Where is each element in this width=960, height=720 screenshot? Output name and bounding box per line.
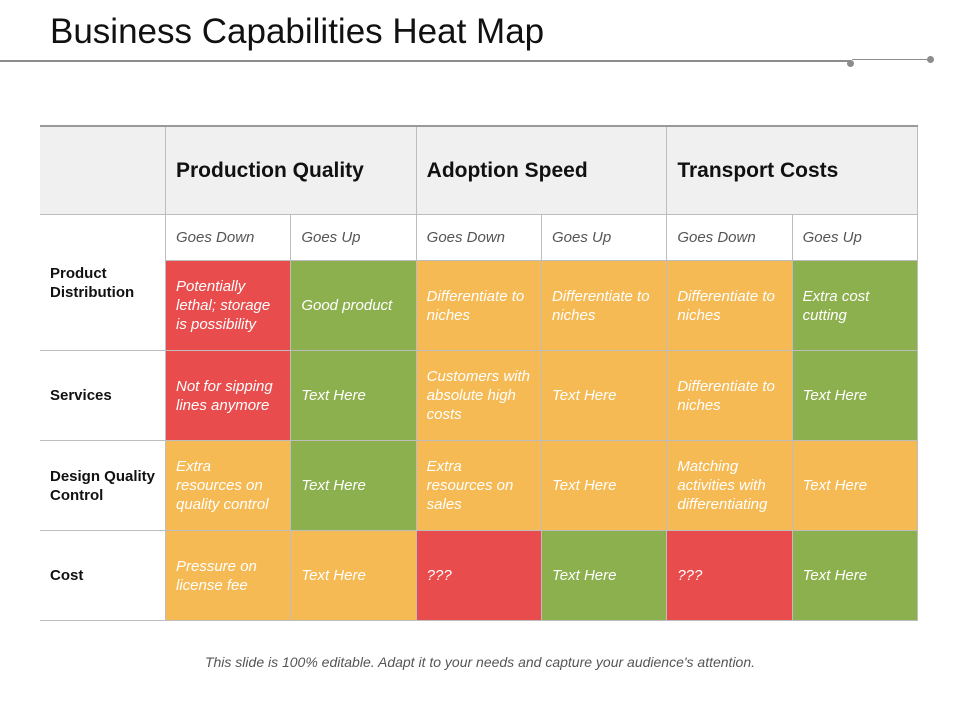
title-rule-left: [0, 60, 850, 62]
subheader-adoption-speed-goes-up: Goes Up: [541, 215, 668, 261]
heat-cell-text: Customers with absolute high costs: [426, 368, 531, 423]
row-label-text: Services: [50, 387, 112, 404]
heat-map-table: Production Quality Goes Down Goes Up Adopti…: [40, 125, 918, 621]
heat-cell-text: Differentiate to niches: [551, 287, 650, 324]
title-rule-dot-right: [927, 56, 934, 63]
heat-cell: Differentiate to niches: [667, 351, 793, 441]
heat-cell-text: Matching activities with differentiating: [677, 458, 768, 513]
page-title: Business Capabilities Heat Map: [50, 12, 545, 51]
heat-cell-text: Not for sipping lines anymore: [176, 377, 273, 414]
column-header-label: Transport Costs: [677, 158, 839, 182]
heat-cell: Text Here: [291, 351, 417, 441]
heat-cell-text: Text Here: [802, 477, 868, 494]
heat-cell-text: Text Here: [551, 477, 617, 494]
heat-cell-text: Text Here: [802, 387, 868, 404]
heat-cell: Text Here: [792, 441, 918, 531]
heat-cell: Text Here: [291, 531, 417, 621]
heat-cell: Text Here: [541, 441, 668, 531]
heat-cell-text: Differentiate to niches: [426, 287, 525, 324]
heat-cell-text: Text Here: [551, 567, 617, 584]
subheader-transport-costs-goes-up: Goes Up: [792, 215, 918, 261]
title-rule-right: [852, 59, 930, 60]
subheader-label: Goes Down: [426, 229, 506, 246]
column-header-transport-costs: Transport Costs: [667, 127, 918, 215]
subheader-production-quality-goes-down: Goes Down: [166, 215, 292, 261]
heat-cell: Text Here: [541, 531, 668, 621]
heat-cell: Potentially lethal; storage is possibili…: [166, 261, 292, 351]
row-label-design-quality-control: Design Quality Control: [40, 441, 166, 531]
subheader-label: Goes Down: [176, 229, 255, 246]
heat-cell-text: Potentially lethal; storage is possibili…: [176, 278, 271, 333]
subheader-label: Goes Up: [301, 229, 361, 246]
heat-cell-text: Differentiate to niches: [677, 287, 775, 324]
heat-cell: Differentiate to niches: [541, 261, 668, 351]
row-label-product-distribution: Product Distribution: [40, 215, 166, 351]
heat-cell-text: Good product: [301, 297, 393, 314]
row-label-text: Design Quality Control: [50, 467, 156, 504]
heat-cell-text: Extra resources on sales: [426, 458, 514, 513]
heat-cell: Text Here: [792, 531, 918, 621]
heat-cell: Differentiate to niches: [416, 261, 542, 351]
heat-cell: Differentiate to niches: [667, 261, 793, 351]
heat-cell: ???: [667, 531, 793, 621]
row-label-cost: Cost: [40, 531, 166, 621]
heat-cell: Extra resources on quality control: [166, 441, 292, 531]
heat-cell: Text Here: [291, 441, 417, 531]
heat-cell-text: ???: [677, 567, 703, 584]
heat-cell-text: ???: [426, 567, 452, 584]
heat-cell-text: Text Here: [301, 567, 366, 584]
column-header-adoption-speed: Adoption Speed: [416, 127, 668, 215]
column-header-production-quality: Production Quality: [166, 127, 417, 215]
heat-cell-text: Differentiate to niches: [677, 377, 775, 414]
row-label-text: Product Distribution: [50, 264, 135, 301]
heat-cell: ???: [416, 531, 542, 621]
heat-cell: Not for sipping lines anymore: [166, 351, 292, 441]
title-rule-dot-left: [847, 60, 854, 67]
heat-cell-text: Pressure on license fee: [176, 557, 257, 594]
heat-cell-text: Text Here: [301, 387, 366, 404]
heat-cell: Matching activities with differentiating: [667, 441, 793, 531]
heat-cell-text: Text Here: [802, 567, 868, 584]
column-header-label: Production Quality: [176, 158, 364, 182]
subheader-label: Goes Up: [551, 229, 612, 246]
subheader-transport-costs-goes-down: Goes Down: [667, 215, 793, 261]
footer-note: This slide is 100% editable. Adapt it to…: [204, 654, 756, 670]
heat-cell-text: Extra cost cutting: [802, 287, 870, 324]
subheader-label: Goes Up: [802, 229, 862, 246]
header-corner: [40, 127, 166, 215]
heat-cell: Text Here: [541, 351, 668, 441]
heat-cell: Customers with absolute high costs: [416, 351, 542, 441]
column-header-label: Adoption Speed: [426, 158, 588, 182]
row-label-text: Cost: [50, 567, 84, 584]
subheader-production-quality-goes-up: Goes Up: [291, 215, 417, 261]
heat-cell: Text Here: [792, 351, 918, 441]
subheader-label: Goes Down: [677, 229, 756, 246]
heat-cell: Pressure on license fee: [166, 531, 292, 621]
heat-cell-text: Extra resources on quality control: [176, 458, 269, 513]
heat-cell-text: Text Here: [551, 387, 617, 404]
heat-cell: Extra cost cutting: [792, 261, 918, 351]
heat-cell: Extra resources on sales: [416, 441, 542, 531]
heat-cell-text: Text Here: [301, 477, 366, 494]
row-label-services: Services: [40, 351, 166, 441]
heat-cell: Good product: [291, 261, 417, 351]
subheader-adoption-speed-goes-down: Goes Down: [416, 215, 542, 261]
